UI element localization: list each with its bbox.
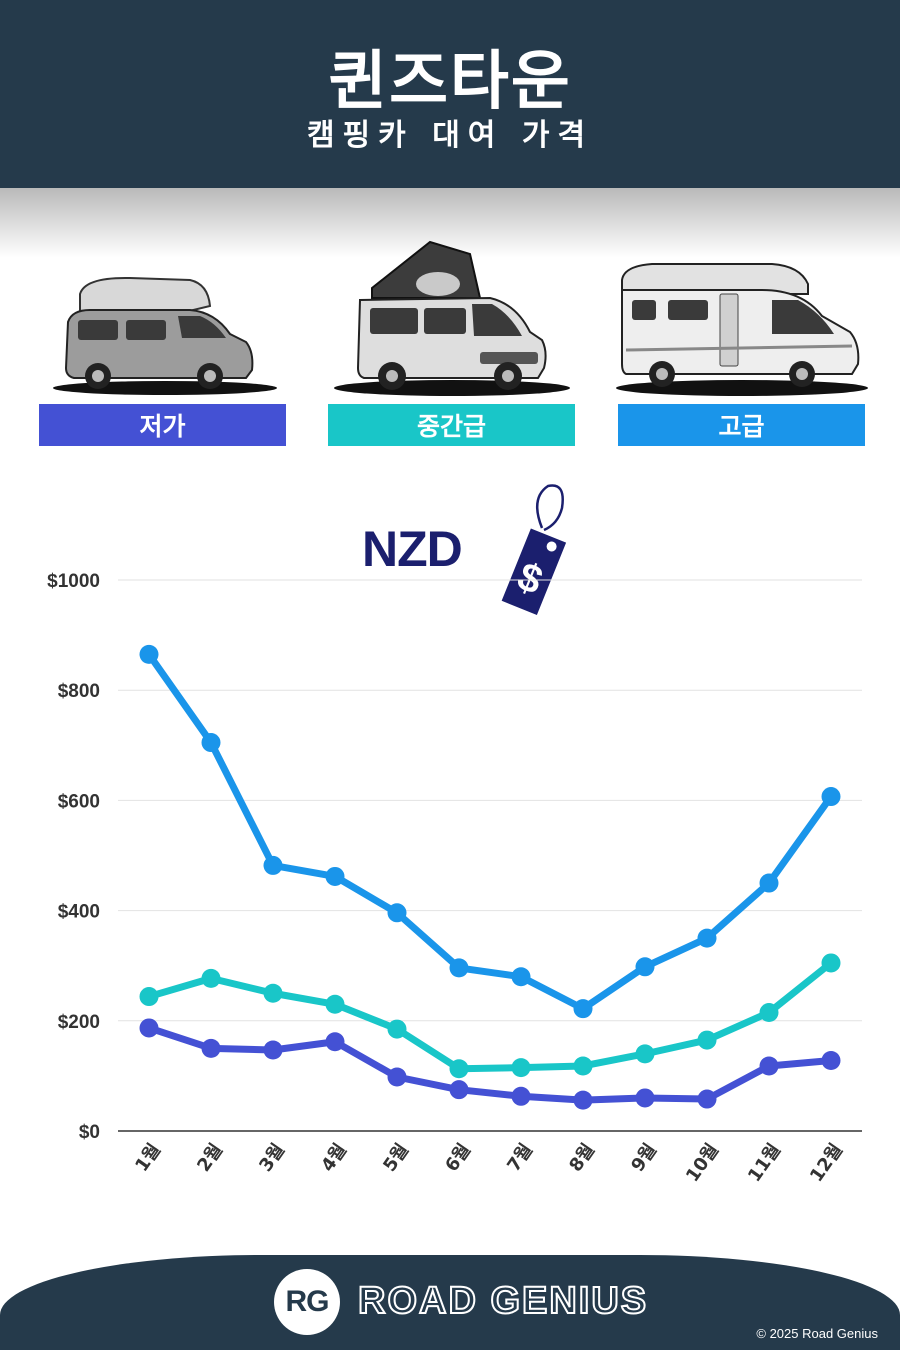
data-point bbox=[263, 983, 283, 1003]
data-point bbox=[139, 1018, 159, 1038]
motorhome-icon bbox=[616, 263, 868, 396]
x-tick-label: 4월 bbox=[317, 1140, 351, 1176]
data-point bbox=[263, 855, 283, 875]
category-budget-label: 저가 bbox=[39, 404, 286, 446]
data-point bbox=[821, 953, 841, 973]
x-tick-label: 11월 bbox=[744, 1140, 785, 1186]
data-point bbox=[449, 1080, 469, 1100]
data-point bbox=[201, 733, 221, 753]
y-tick-label: $1000 bbox=[47, 571, 100, 592]
series-line bbox=[145, 1024, 835, 1104]
data-point bbox=[449, 958, 469, 978]
data-point bbox=[387, 1019, 407, 1039]
road-genius-logo: RG bbox=[274, 1269, 340, 1335]
data-point bbox=[759, 1003, 779, 1023]
currency-label: NZD bbox=[362, 521, 463, 577]
data-point bbox=[325, 994, 345, 1014]
series-line bbox=[145, 959, 835, 1073]
brand-name: ROAD GENIUS bbox=[357, 1279, 649, 1323]
data-point bbox=[759, 873, 779, 893]
data-point bbox=[201, 1038, 221, 1058]
page-title: 퀸즈타운 bbox=[328, 45, 572, 119]
data-point bbox=[697, 1089, 717, 1109]
data-point bbox=[325, 1032, 345, 1052]
series-line bbox=[145, 650, 835, 1013]
data-point bbox=[821, 787, 841, 807]
price-tag-icon: $ bbox=[499, 484, 569, 618]
compact-campervan-icon bbox=[53, 276, 277, 395]
y-tick-label: $400 bbox=[58, 902, 100, 923]
popup-campervan-icon bbox=[334, 240, 570, 396]
data-point bbox=[635, 1044, 655, 1064]
data-point bbox=[573, 1056, 593, 1076]
x-tick-label: 3월 bbox=[255, 1140, 289, 1176]
x-tick-label: 12월 bbox=[806, 1140, 847, 1186]
category-midrange-label: 중간급 bbox=[328, 404, 575, 446]
data-point bbox=[759, 1056, 779, 1076]
data-point bbox=[139, 644, 159, 664]
data-point bbox=[635, 1088, 655, 1108]
x-tick-label: 7월 bbox=[503, 1140, 537, 1176]
header-banner: 퀸즈타운 캠핑카 대여 가격 bbox=[0, 0, 900, 188]
x-tick-label: 9월 bbox=[627, 1140, 661, 1176]
data-point bbox=[263, 1040, 283, 1060]
data-point bbox=[511, 1058, 531, 1078]
data-point bbox=[325, 866, 345, 886]
x-tick-label: 6월 bbox=[441, 1140, 475, 1176]
data-point bbox=[201, 968, 221, 988]
data-point bbox=[697, 928, 717, 948]
page-subtitle: 캠핑카 대여 가격 bbox=[306, 118, 594, 153]
data-point bbox=[511, 967, 531, 987]
x-tick-label: 1월 bbox=[131, 1140, 165, 1176]
y-tick-label: $600 bbox=[58, 791, 100, 812]
category-premium-label: 고급 bbox=[618, 404, 865, 446]
header-shadow bbox=[0, 188, 900, 258]
y-tick-label: $800 bbox=[58, 681, 100, 702]
data-point bbox=[387, 903, 407, 923]
y-tick-label: $0 bbox=[79, 1122, 100, 1143]
x-tick-label: 8월 bbox=[565, 1140, 599, 1176]
data-point bbox=[821, 1050, 841, 1070]
logo-text: RG bbox=[285, 1285, 330, 1318]
copyright-text: © 2025 Road Genius bbox=[756, 1326, 878, 1341]
x-tick-label: 5월 bbox=[379, 1140, 413, 1176]
data-point bbox=[511, 1086, 531, 1106]
y-tick-label: $200 bbox=[58, 1012, 100, 1033]
x-tick-label: 2월 bbox=[193, 1140, 227, 1176]
data-point bbox=[139, 987, 159, 1007]
footer-bar bbox=[0, 1255, 900, 1350]
data-point bbox=[573, 999, 593, 1019]
data-point bbox=[449, 1059, 469, 1079]
x-tick-label: 10월 bbox=[682, 1140, 723, 1186]
data-point bbox=[387, 1067, 407, 1087]
data-point bbox=[573, 1090, 593, 1110]
data-point bbox=[635, 957, 655, 977]
data-point bbox=[697, 1030, 717, 1050]
price-line-chart: $0 $200 $400 $600 $800 $1000 1월 2월 3월 4월 5월 6월 7월 8월 9… bbox=[47, 571, 862, 1186]
